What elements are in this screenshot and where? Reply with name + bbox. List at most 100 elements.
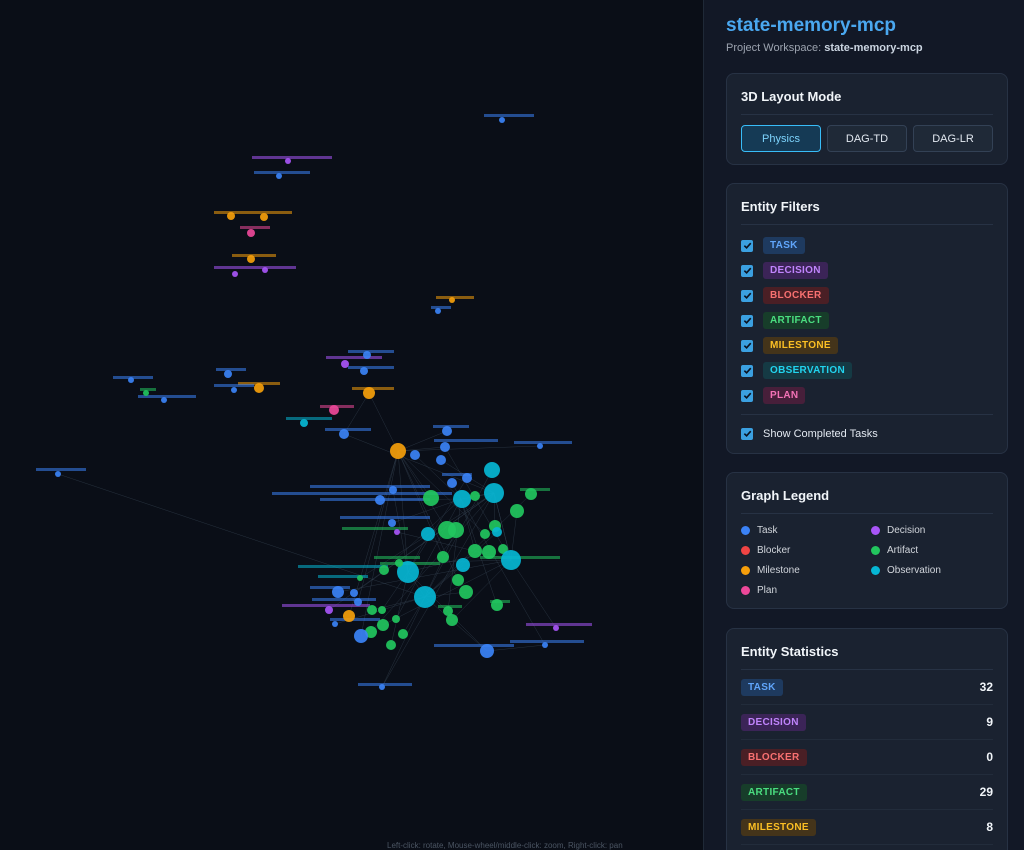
graph-node[interactable] [343,610,355,622]
graph-node[interactable] [276,173,282,179]
graph-node[interactable] [482,545,496,559]
graph-node[interactable] [492,527,502,537]
graph-node[interactable] [390,443,406,459]
graph-node[interactable] [392,615,400,623]
graph-node[interactable] [491,599,503,611]
graph-node[interactable] [350,589,358,597]
graph-node[interactable] [398,629,408,639]
filter-row-decision[interactable]: DECISION [741,258,993,283]
graph-node[interactable] [459,585,473,599]
filter-checkbox-decision[interactable] [741,264,753,277]
graph-node[interactable] [436,455,446,465]
layout-dag-lr-button[interactable]: DAG-LR [913,125,993,152]
graph-node[interactable] [363,387,375,399]
graph-node[interactable] [537,443,543,449]
graph-node[interactable] [394,529,400,535]
graph-node[interactable] [542,642,548,648]
filter-checkbox-blocker[interactable] [741,289,753,302]
graph-node[interactable] [389,486,397,494]
graph-node[interactable] [161,397,167,403]
graph-node[interactable] [379,684,385,690]
graph-node[interactable] [128,377,134,383]
filter-checkbox-task[interactable] [741,239,753,252]
graph-node[interactable] [227,212,235,220]
graph-node[interactable] [386,640,396,650]
filter-checkbox-artifact[interactable] [741,314,753,327]
graph-node[interactable] [442,426,452,436]
graph-node[interactable] [437,551,449,563]
filter-row-artifact[interactable]: ARTIFACT [741,308,993,333]
graph-node[interactable] [231,387,237,393]
graph-node[interactable] [354,598,362,606]
show-completed-checkbox[interactable] [741,427,753,440]
graph-node[interactable] [397,561,419,583]
graph-node[interactable] [325,606,333,614]
graph-node[interactable] [423,490,439,506]
graph-node[interactable] [447,478,457,488]
graph-node[interactable] [410,450,420,460]
graph-node[interactable] [363,351,371,359]
graph-node[interactable] [440,442,450,452]
graph-node[interactable] [449,297,455,303]
graph-node[interactable] [443,606,453,616]
filter-row-milestone[interactable]: MILESTONE [741,333,993,358]
filter-row-plan[interactable]: PLAN [741,383,993,408]
filter-checkbox-observation[interactable] [741,364,753,377]
graph-node[interactable] [525,488,537,500]
graph-node[interactable] [421,527,435,541]
filter-row-task[interactable]: TASK [741,233,993,258]
graph-node[interactable] [484,462,500,478]
graph-node[interactable] [55,471,61,477]
graph-node[interactable] [339,429,349,439]
graph-node[interactable] [354,629,368,643]
layout-physics-button[interactable]: Physics [741,125,821,152]
graph-node[interactable] [260,213,268,221]
graph-node[interactable] [480,644,494,658]
graph-node[interactable] [341,360,349,368]
graph-node[interactable] [553,625,559,631]
layout-dag-td-button[interactable]: DAG-TD [827,125,907,152]
graph-node[interactable] [329,405,339,415]
graph-node[interactable] [357,575,363,581]
graph-node[interactable] [247,255,255,263]
graph-node[interactable] [448,522,464,538]
graph-node[interactable] [365,626,377,638]
graph-node[interactable] [395,559,403,567]
graph-node[interactable] [435,308,441,314]
graph-svg[interactable] [0,0,703,850]
graph-canvas[interactable]: Left-click: rotate, Mouse-wheel/middle-c… [0,0,703,850]
graph-node[interactable] [254,383,264,393]
graph-node[interactable] [332,586,344,598]
graph-node[interactable] [232,271,238,277]
graph-node[interactable] [446,614,458,626]
graph-node[interactable] [456,558,470,572]
graph-node[interactable] [484,483,504,503]
graph-node[interactable] [480,529,490,539]
graph-node[interactable] [453,490,471,508]
graph-node[interactable] [452,574,464,586]
graph-node[interactable] [247,229,255,237]
graph-node[interactable] [360,367,368,375]
graph-node[interactable] [375,495,385,505]
graph-node[interactable] [414,586,436,608]
graph-node[interactable] [378,606,386,614]
filter-row-blocker[interactable]: BLOCKER [741,283,993,308]
graph-node[interactable] [470,491,480,501]
graph-node[interactable] [285,158,291,164]
graph-node[interactable] [367,605,377,615]
filter-checkbox-plan[interactable] [741,389,753,402]
graph-node[interactable] [462,473,472,483]
graph-node[interactable] [388,519,396,527]
graph-node[interactable] [377,619,389,631]
graph-node[interactable] [499,117,505,123]
graph-node[interactable] [300,419,308,427]
graph-node[interactable] [379,565,389,575]
graph-node[interactable] [510,504,524,518]
graph-node[interactable] [262,267,268,273]
filter-row-observation[interactable]: OBSERVATION [741,358,993,383]
graph-node[interactable] [143,390,149,396]
graph-node[interactable] [224,370,232,378]
show-completed-row[interactable]: Show Completed Tasks [741,421,993,446]
graph-node[interactable] [332,621,338,627]
graph-node[interactable] [498,544,508,554]
